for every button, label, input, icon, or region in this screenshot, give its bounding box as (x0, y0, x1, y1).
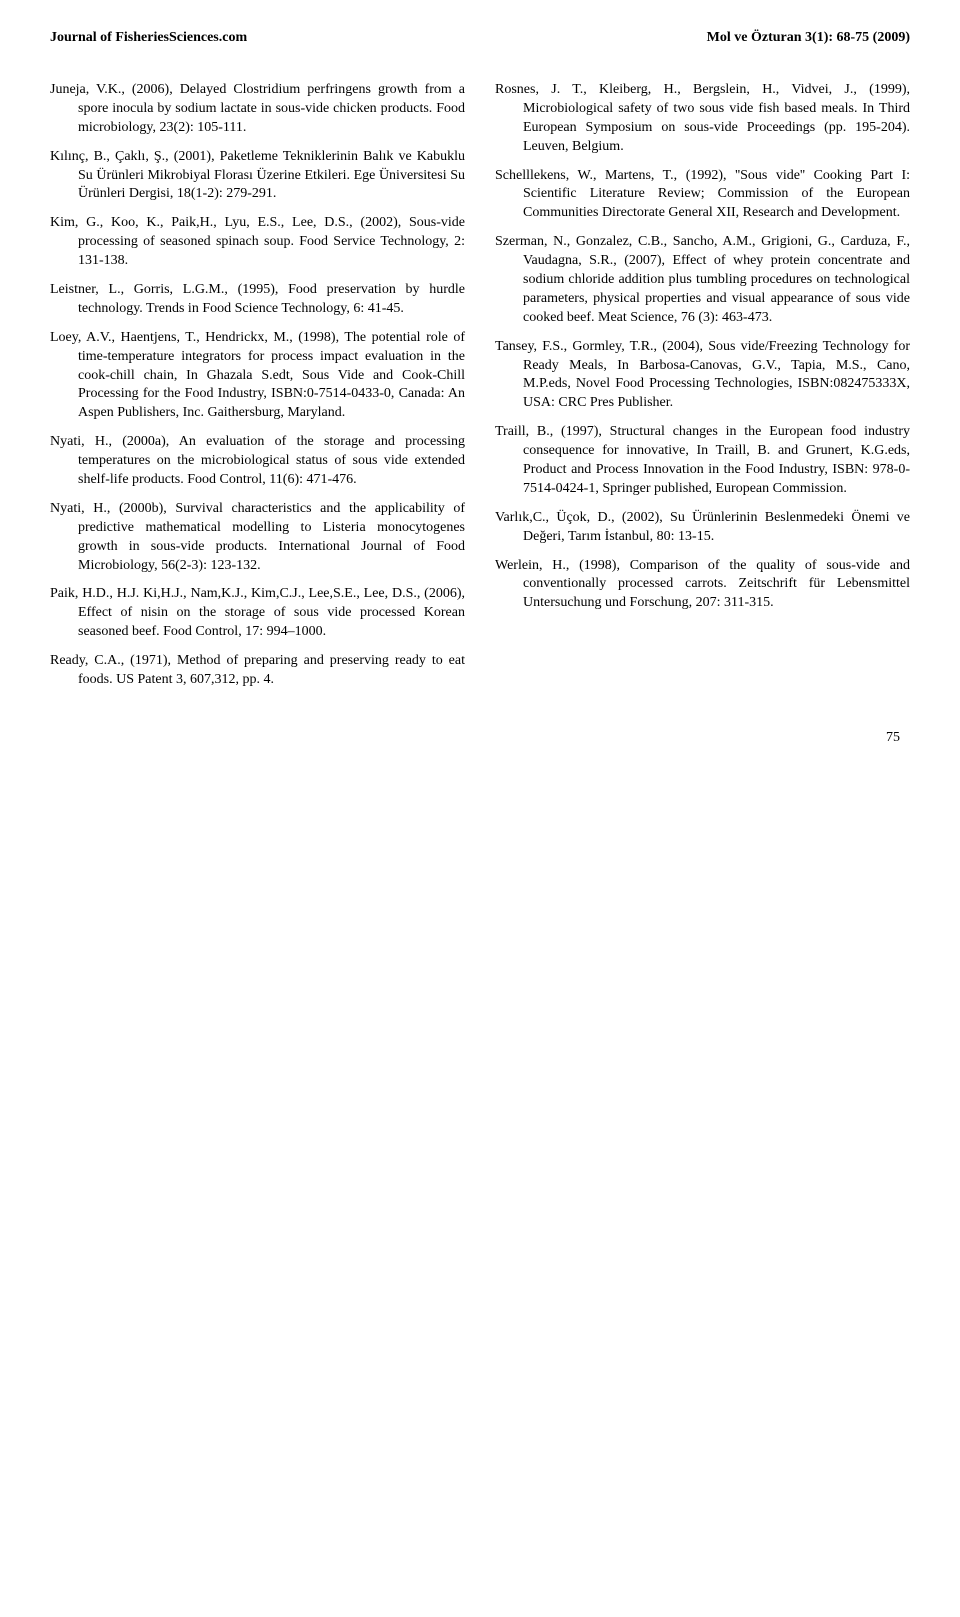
reference-item: Szerman, N., Gonzalez, C.B., Sancho, A.M… (495, 233, 910, 327)
reference-item: Schelllekens, W., Martens, T., (1992), '… (495, 167, 910, 224)
article-citation: Mol ve Özturan 3(1): 68-75 (2009) (707, 30, 910, 46)
reference-item: Loey, A.V., Haentjens, T., Hendrickx, M.… (50, 329, 465, 423)
right-column: Rosnes, J. T., Kleiberg, H., Bergslein, … (495, 81, 910, 700)
page-number: 75 (50, 730, 910, 746)
reference-item: Ready, C.A., (1971), Method of preparing… (50, 652, 465, 690)
reference-item: Tansey, F.S., Gormley, T.R., (2004), Sou… (495, 338, 910, 414)
page-header: Journal of FisheriesSciences.com Mol ve … (50, 30, 910, 46)
reference-item: Traill, B., (1997), Structural changes i… (495, 423, 910, 499)
journal-title: Journal of FisheriesSciences.com (50, 30, 247, 46)
reference-item: Kim, G., Koo, K., Paik,H., Lyu, E.S., Le… (50, 214, 465, 271)
reference-item: Varlık,C., Üçok, D., (2002), Su Ürünleri… (495, 509, 910, 547)
reference-item: Kılınç, B., Çaklı, Ş., (2001), Paketleme… (50, 148, 465, 205)
reference-item: Rosnes, J. T., Kleiberg, H., Bergslein, … (495, 81, 910, 157)
left-column: Juneja, V.K., (2006), Delayed Clostridiu… (50, 81, 465, 700)
reference-item: Paik, H.D., H.J. Ki,H.J., Nam,K.J., Kim,… (50, 585, 465, 642)
reference-item: Leistner, L., Gorris, L.G.M., (1995), Fo… (50, 281, 465, 319)
reference-item: Juneja, V.K., (2006), Delayed Clostridiu… (50, 81, 465, 138)
references-content: Juneja, V.K., (2006), Delayed Clostridiu… (50, 81, 910, 700)
reference-item: Werlein, H., (1998), Comparison of the q… (495, 557, 910, 614)
reference-item: Nyati, H., (2000b), Survival characteris… (50, 500, 465, 576)
reference-item: Nyati, H., (2000a), An evaluation of the… (50, 433, 465, 490)
